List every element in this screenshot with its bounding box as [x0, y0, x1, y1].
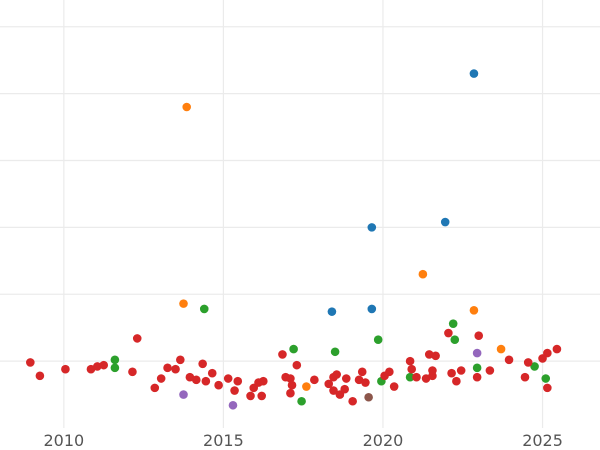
data-point — [99, 360, 109, 370]
data-point — [278, 350, 287, 359]
data-point — [324, 379, 334, 389]
data-point — [348, 396, 357, 406]
data-point — [258, 376, 268, 386]
data-point — [292, 360, 302, 370]
data-point — [520, 372, 530, 382]
data-point — [431, 351, 440, 361]
data-point — [405, 356, 415, 366]
data-point — [472, 363, 482, 373]
data-point — [469, 69, 479, 78]
data-point — [543, 383, 552, 393]
data-point — [286, 374, 295, 383]
data-point — [385, 367, 394, 377]
data-point — [469, 306, 479, 315]
data-point — [450, 335, 460, 345]
data-point — [128, 367, 137, 377]
data-point — [407, 364, 417, 374]
data-point — [330, 347, 340, 357]
data-point — [228, 400, 238, 410]
data-point — [552, 344, 562, 354]
data-point — [448, 319, 458, 328]
data-point — [207, 368, 217, 378]
data-point — [287, 380, 297, 390]
data-point — [373, 335, 383, 345]
data-point — [179, 299, 188, 308]
data-point — [543, 348, 552, 358]
data-point — [472, 372, 482, 382]
data-point — [341, 374, 351, 383]
data-point — [93, 362, 102, 371]
data-point — [357, 367, 367, 377]
data-point — [541, 374, 551, 383]
data-point — [361, 378, 370, 387]
data-point — [163, 363, 172, 373]
data-point — [246, 391, 255, 401]
data-point — [61, 364, 70, 374]
x-axis-tick-labels: 2010 2015 2020 2025 — [43, 431, 562, 450]
data-point — [389, 382, 399, 391]
data-point — [176, 355, 185, 365]
data-point — [428, 366, 437, 375]
data-point — [150, 383, 160, 393]
data-point — [329, 386, 338, 395]
data-point — [424, 350, 434, 359]
data-point — [35, 371, 45, 381]
data-point — [201, 376, 211, 386]
data-point — [257, 391, 267, 401]
x-tick-label: 2025 — [522, 431, 563, 450]
data-point — [472, 348, 482, 358]
data-point — [26, 358, 35, 367]
data-point — [485, 366, 495, 375]
data-point — [440, 217, 450, 227]
data-point — [456, 366, 466, 375]
data-point — [412, 372, 421, 382]
data-point — [182, 102, 192, 112]
data-point — [289, 344, 298, 354]
data-point — [496, 344, 506, 354]
data-point — [418, 269, 428, 279]
data-point — [364, 392, 373, 402]
data-point — [286, 388, 295, 398]
data-point — [523, 358, 533, 367]
data-point — [110, 355, 120, 365]
data-point — [233, 376, 243, 386]
data-point — [214, 380, 223, 390]
data-points — [26, 69, 562, 410]
grid — [0, 0, 600, 428]
data-point — [310, 375, 319, 385]
data-point — [156, 374, 166, 383]
data-point — [297, 396, 306, 406]
data-point — [198, 359, 207, 369]
data-point — [171, 364, 180, 374]
data-point — [444, 328, 453, 338]
data-point — [447, 368, 456, 378]
data-point — [110, 363, 120, 373]
data-point — [452, 376, 461, 386]
x-tick-label: 2010 — [43, 431, 84, 450]
x-tick-label: 2015 — [203, 431, 244, 450]
data-point — [405, 372, 415, 382]
data-point — [179, 390, 188, 399]
data-point — [302, 382, 311, 391]
data-point — [191, 375, 201, 385]
data-point — [504, 355, 514, 365]
data-point — [332, 370, 342, 379]
data-point — [230, 386, 239, 395]
data-point — [474, 331, 484, 341]
data-point — [132, 334, 142, 343]
data-point — [327, 307, 337, 316]
data-point — [367, 223, 377, 232]
data-point — [223, 374, 233, 383]
data-point — [530, 362, 539, 371]
data-point — [199, 304, 209, 314]
x-tick-label: 2020 — [363, 431, 404, 450]
data-point — [367, 304, 377, 314]
data-point — [340, 384, 349, 394]
